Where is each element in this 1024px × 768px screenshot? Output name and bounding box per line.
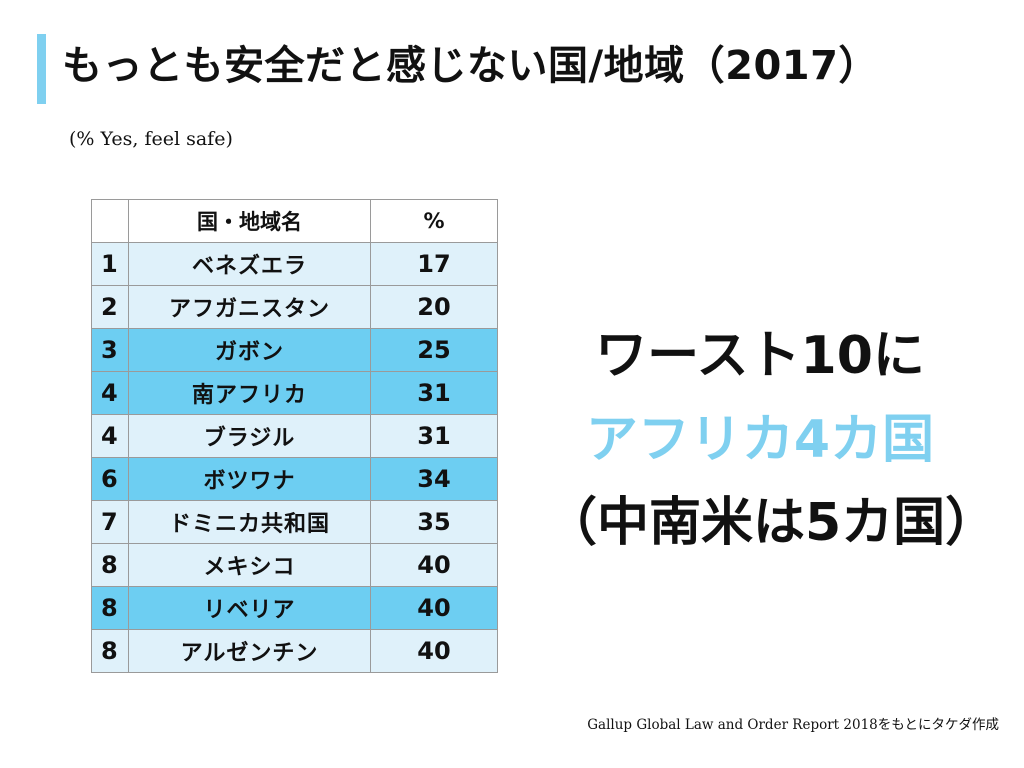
- percent-cell: 25: [370, 328, 498, 372]
- callout-line-3: （中南米は5カ国）: [545, 493, 998, 553]
- table-row: 7 ドミニカ共和国 35: [91, 500, 498, 544]
- page-title: もっとも安全だと感じない国/地域（2017）: [62, 43, 879, 89]
- percent-cell: 20: [370, 285, 498, 329]
- country-name-cell: リベリア: [128, 586, 371, 630]
- percent-cell: 40: [370, 586, 498, 630]
- country-name-cell: ドミニカ共和国: [128, 500, 371, 544]
- source-note: Gallup Global Law and Order Report 2018を…: [587, 717, 999, 733]
- title-accent-bar: [37, 34, 46, 104]
- header-percent: %: [370, 199, 498, 243]
- ranking-table: 国・地域名 % 1 ベネズエラ 17 2 アフガニスタン 20 3 ガボン 25 4 南アフリカ 31…: [91, 199, 498, 673]
- country-name-cell: メキシコ: [128, 543, 371, 587]
- table-row: 8 リベリア 40: [91, 586, 498, 630]
- country-name-cell: 南アフリカ: [128, 371, 371, 415]
- country-name-cell: ガボン: [128, 328, 371, 372]
- header-rank: [91, 199, 129, 243]
- percent-cell: 34: [370, 457, 498, 501]
- rank-cell: 3: [91, 328, 129, 372]
- country-name-cell: アフガニスタン: [128, 285, 371, 329]
- percent-cell: 17: [370, 242, 498, 286]
- ranking-table-container: 国・地域名 % 1 ベネズエラ 17 2 アフガニスタン 20 3 ガボン 25 4 南アフリカ 31…: [91, 199, 498, 673]
- percent-cell: 31: [370, 414, 498, 458]
- percent-cell: 40: [370, 543, 498, 587]
- percent-cell: 31: [370, 371, 498, 415]
- table-row: 2 アフガニスタン 20: [91, 285, 498, 329]
- percent-cell: 35: [370, 500, 498, 544]
- rank-cell: 8: [91, 629, 129, 673]
- rank-cell: 4: [91, 414, 129, 458]
- country-name-cell: ブラジル: [128, 414, 371, 458]
- country-name-cell: ボツワナ: [128, 457, 371, 501]
- table-header-row: 国・地域名 %: [91, 199, 498, 243]
- rank-cell: 7: [91, 500, 129, 544]
- rank-cell: 2: [91, 285, 129, 329]
- country-name-cell: ベネズエラ: [128, 242, 371, 286]
- table-row: 3 ガボン 25: [91, 328, 498, 372]
- rank-cell: 8: [91, 586, 129, 630]
- rank-cell: 6: [91, 457, 129, 501]
- table-row: 4 ブラジル 31: [91, 414, 498, 458]
- callout-line-2: アフリカ4カ国: [585, 410, 935, 470]
- table-row: 8 アルゼンチン 40: [91, 629, 498, 673]
- callout-line-1: ワースト10に: [595, 326, 925, 386]
- table-row: 1 ベネズエラ 17: [91, 242, 498, 286]
- subtitle: (% Yes, feel safe): [69, 128, 233, 150]
- rank-cell: 8: [91, 543, 129, 587]
- table-row: 6 ボツワナ 34: [91, 457, 498, 501]
- rank-cell: 1: [91, 242, 129, 286]
- header-name: 国・地域名: [128, 199, 371, 243]
- rank-cell: 4: [91, 371, 129, 415]
- table-row: 4 南アフリカ 31: [91, 371, 498, 415]
- percent-cell: 40: [370, 629, 498, 673]
- table-row: 8 メキシコ 40: [91, 543, 498, 587]
- country-name-cell: アルゼンチン: [128, 629, 371, 673]
